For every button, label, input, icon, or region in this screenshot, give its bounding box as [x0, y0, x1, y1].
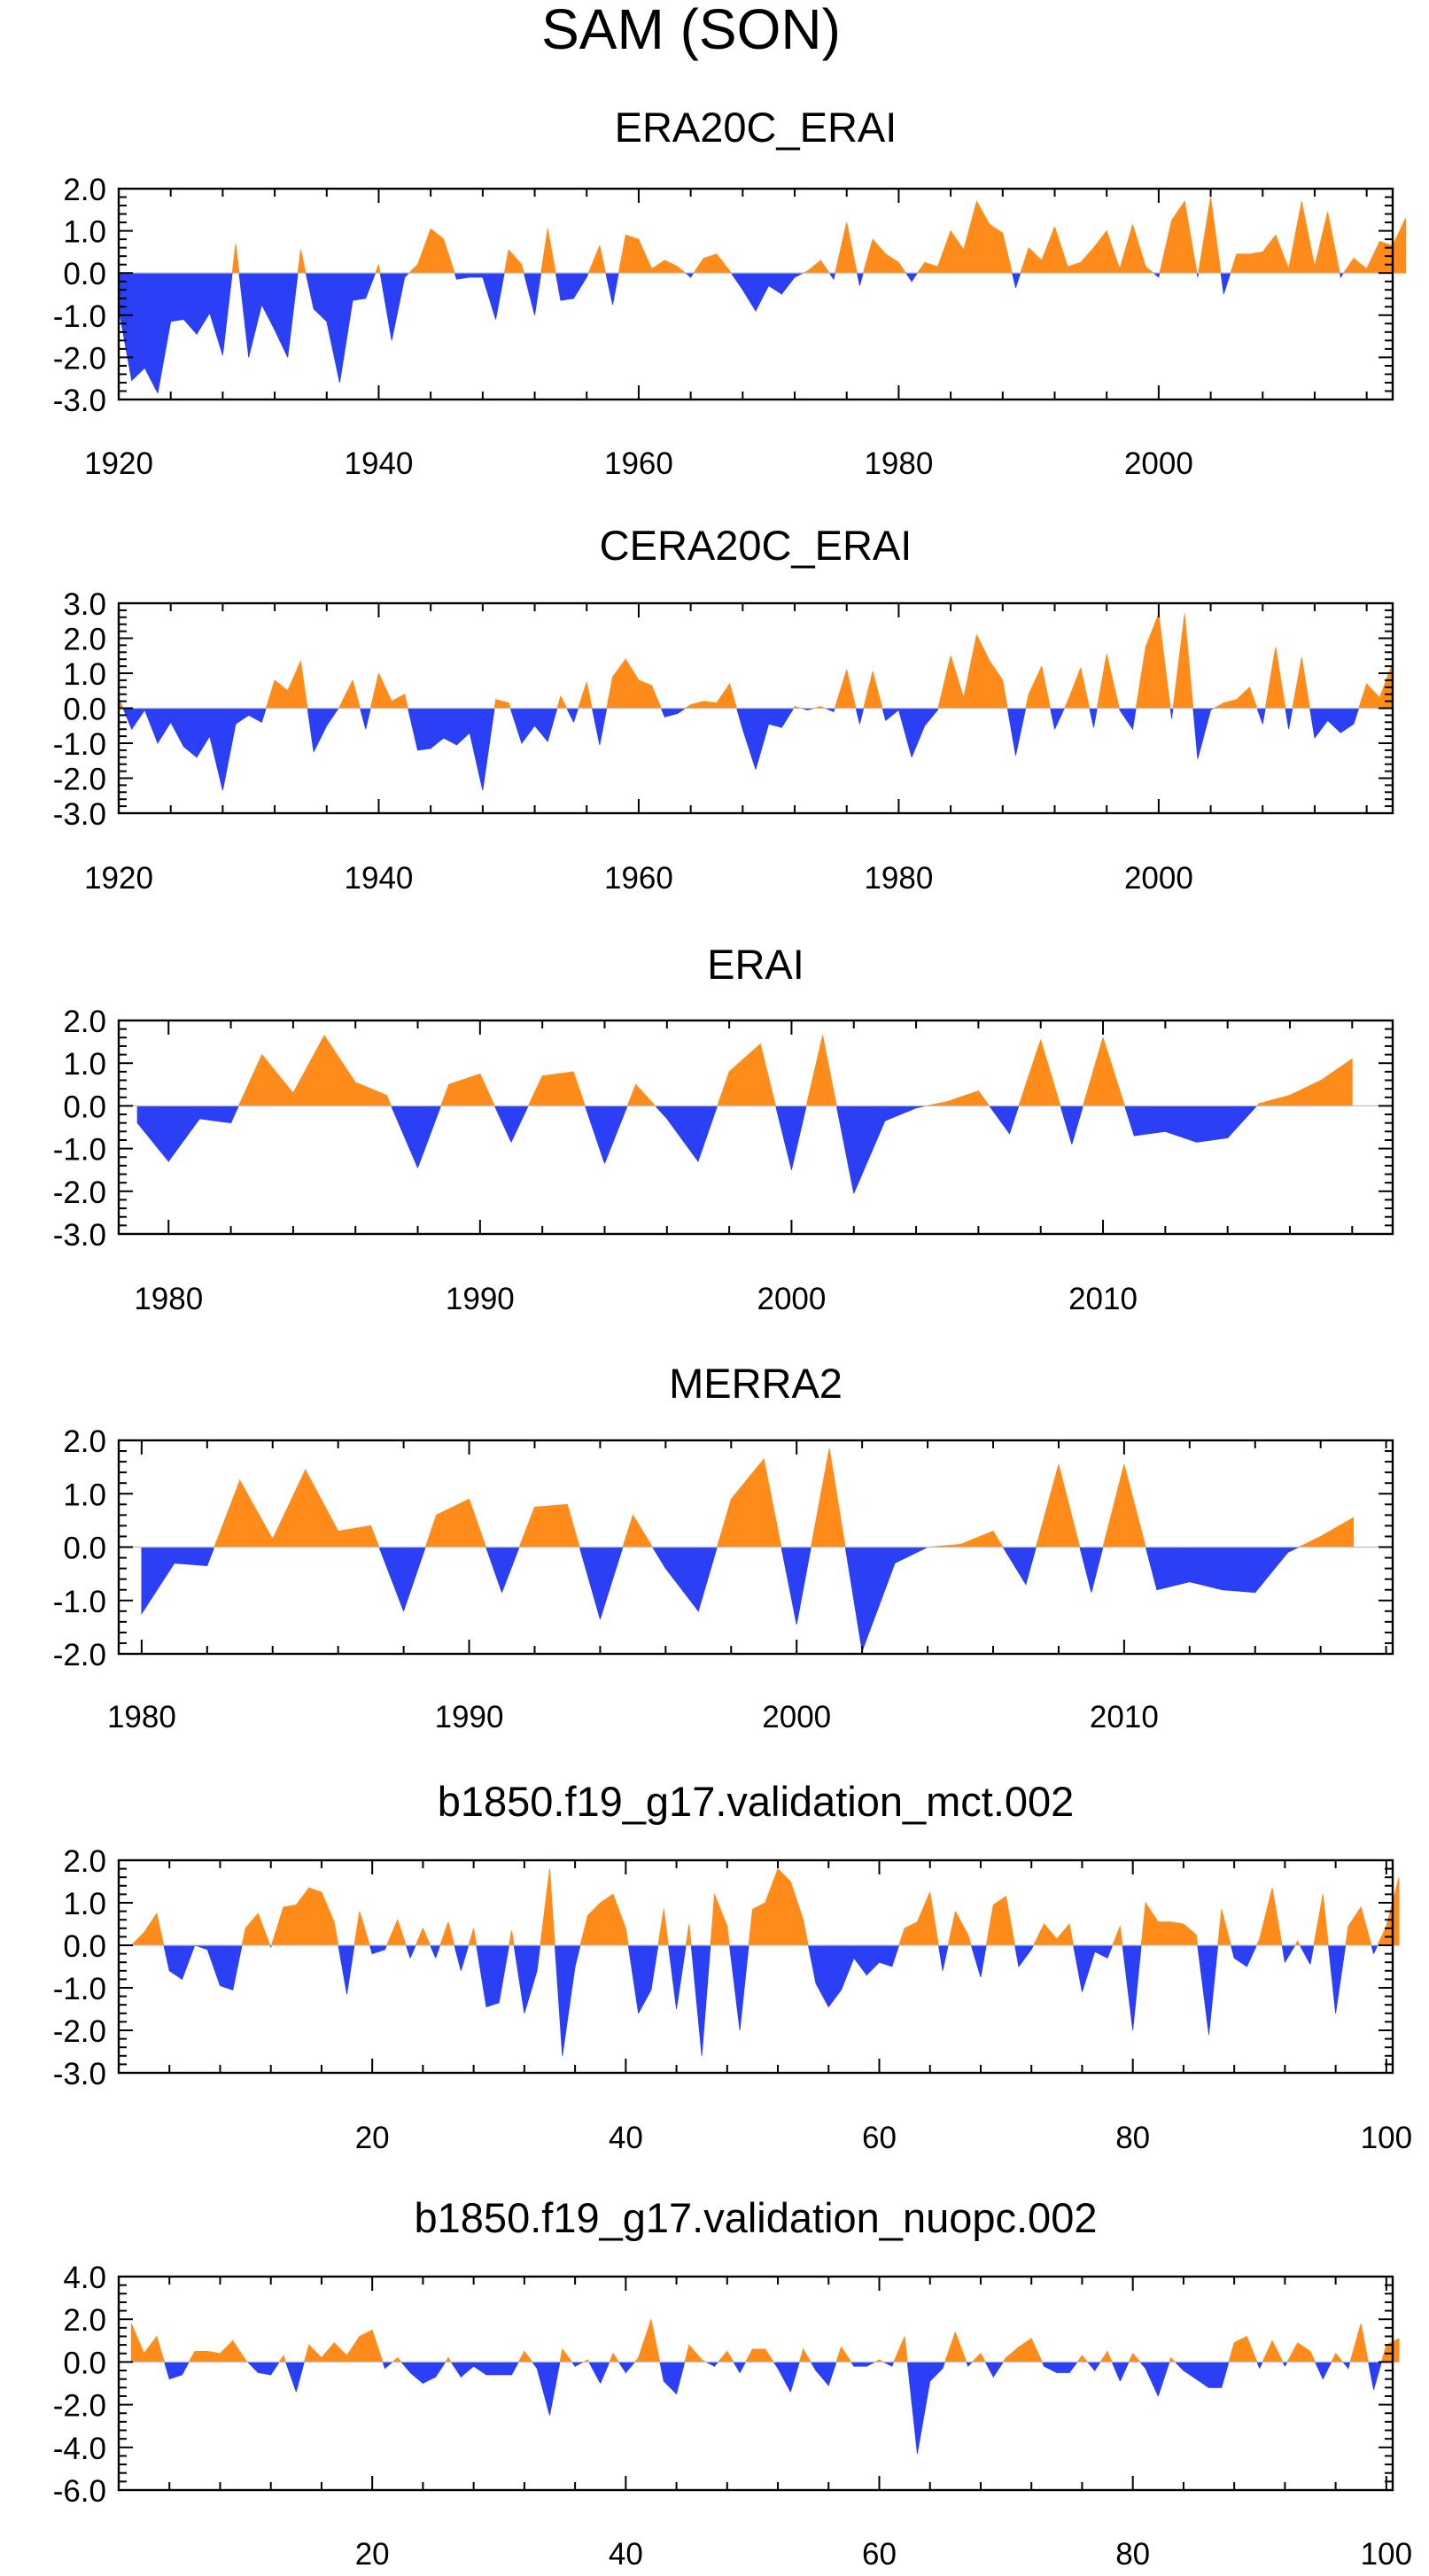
positive-anomaly-area	[118, 613, 1394, 709]
positive-anomaly-area	[237, 1034, 1353, 1106]
x-tick-label: 60	[862, 2537, 897, 2572]
chart-title: b1850.f19_g17.validation_nuopc.002	[415, 2194, 1098, 2241]
y-tick-label: 1.0	[63, 1887, 106, 1921]
plot-frame	[117, 1858, 1394, 2075]
y-tick-label: 2.0	[63, 1005, 106, 1039]
x-tick-label: 1960	[604, 861, 673, 896]
x-tick-label: 1980	[864, 446, 933, 481]
negative-anomaly-area	[141, 1547, 1300, 1652]
y-tick-label: 0.0	[63, 2346, 106, 2380]
y-tick-label: -2.0	[53, 2014, 106, 2049]
y-tick-label: 0.0	[63, 1532, 106, 1566]
y-tick-label: -4.0	[53, 2432, 106, 2466]
chart-panel-1: ERA20C_ERAI 2.0 1.0 0.0 -1.0 -2.0 -3.0 1920 1940…	[53, 104, 1407, 481]
y-tick-label: -1.0	[53, 1585, 106, 1619]
x-tick-label: 40	[609, 2537, 643, 2572]
y-tick-label: 2.0	[63, 173, 106, 207]
x-tick-label: 1980	[864, 861, 933, 896]
chart-title: MERRA2	[669, 1360, 843, 1407]
x-tick-label: 1990	[435, 1700, 504, 1734]
y-tick-label: 2.0	[63, 1844, 106, 1879]
y-tick-label: 0.0	[63, 693, 106, 727]
x-tick-label: 2000	[757, 1282, 826, 1316]
y-tick-label: 3.0	[63, 587, 106, 622]
x-tick-label: 1940	[345, 861, 414, 896]
chart-title: CERA20C_ERAI	[600, 522, 913, 569]
y-tick-label: 2.0	[63, 1424, 106, 1459]
x-tick-label: 1920	[84, 861, 153, 896]
positive-anomaly-area	[130, 2319, 1400, 2363]
plot-frame	[117, 1019, 1394, 1236]
y-tick-label: -1.0	[53, 299, 106, 334]
positive-anomaly-area	[214, 1447, 1355, 1548]
chart-title: b1850.f19_g17.validation_mct.002	[438, 1778, 1075, 1825]
y-tick-label: 1.0	[63, 215, 106, 250]
chart-panel-5: b1850.f19_g17.validation_mct.002 2.0 1.0 0.…	[53, 1778, 1412, 2155]
x-tick-label: 1990	[446, 1282, 515, 1316]
y-tick-label: 1.0	[63, 657, 106, 692]
plot-frame	[117, 187, 1394, 401]
chart-panel-2: CERA20C_ERAI 3.02.01.00.0-1.0-2.0-3.0 1920…	[53, 522, 1394, 896]
y-tick-label: -2.0	[53, 1175, 106, 1210]
x-tick-label: 2000	[1124, 446, 1193, 481]
y-tick-label: -2.0	[53, 763, 106, 797]
y-tick-label: -2.0	[53, 1638, 106, 1672]
chart-panel-6: b1850.f19_g17.validation_nuopc.002 4.0 2.0…	[53, 2194, 1412, 2572]
x-tick-label: 80	[1115, 2537, 1150, 2572]
y-tick-label: -6.0	[53, 2474, 106, 2509]
negative-anomaly-area	[122, 708, 1360, 791]
page-title: SAM (SON)	[541, 0, 841, 61]
y-tick-label: 0.0	[63, 257, 106, 291]
y-tick-label: -3.0	[53, 797, 106, 832]
plot-frame	[117, 2275, 1394, 2492]
x-tick-label: 1980	[107, 1700, 176, 1734]
chart-title: ERA20C_ERAI	[615, 104, 897, 151]
x-tick-label: 1940	[345, 446, 414, 481]
x-tick-label: 2010	[1068, 1282, 1138, 1316]
x-tick-label: 1920	[84, 446, 153, 481]
y-tick-label: 1.0	[63, 1478, 106, 1512]
negative-anomaly-area	[163, 2362, 1382, 2455]
y-tick-label: 1.0	[63, 1047, 106, 1082]
x-tick-label: 20	[355, 2121, 390, 2155]
y-tick-label: -1.0	[53, 1133, 106, 1168]
y-tick-label: 2.0	[63, 623, 106, 657]
x-tick-label: 2000	[762, 1700, 831, 1734]
x-tick-label: 40	[609, 2121, 643, 2155]
x-tick-label: 20	[355, 2537, 390, 2572]
x-tick-label: 1980	[134, 1282, 203, 1316]
x-tick-label: 2000	[1124, 861, 1193, 896]
y-tick-label: 4.0	[63, 2261, 106, 2295]
y-tick-label: -3.0	[53, 384, 106, 418]
negative-anomaly-area	[163, 1944, 1379, 2056]
y-tick-label: -2.0	[53, 341, 106, 376]
y-tick-label: 0.0	[63, 1090, 106, 1124]
y-tick-label: -1.0	[53, 727, 106, 762]
chart-panel-3: ERAI 2.0 1.0 0.0 -1.0 -2.0 -3.0 1980 1990 2000 201…	[53, 941, 1394, 1316]
x-tick-label: 1960	[604, 446, 673, 481]
y-tick-label: -3.0	[53, 1218, 106, 1253]
y-tick-label: 2.0	[63, 2303, 106, 2338]
positive-anomaly-area	[130, 1867, 1400, 1946]
x-tick-label: 60	[862, 2121, 897, 2155]
y-tick-label: -2.0	[53, 2389, 106, 2424]
y-tick-label: -1.0	[53, 1972, 106, 2006]
negative-anomaly-area	[118, 272, 1345, 394]
y-tick-label: 0.0	[63, 1929, 106, 1964]
negative-anomaly-area	[136, 1106, 1258, 1194]
x-tick-label: 100	[1361, 2121, 1412, 2155]
chart-title: ERAI	[707, 941, 804, 988]
y-tick-label: -3.0	[53, 2057, 106, 2091]
x-tick-label: 100	[1361, 2537, 1412, 2572]
x-tick-label: 80	[1115, 2121, 1150, 2155]
positive-anomaly-area	[231, 197, 1407, 274]
x-tick-label: 2010	[1090, 1700, 1159, 1734]
